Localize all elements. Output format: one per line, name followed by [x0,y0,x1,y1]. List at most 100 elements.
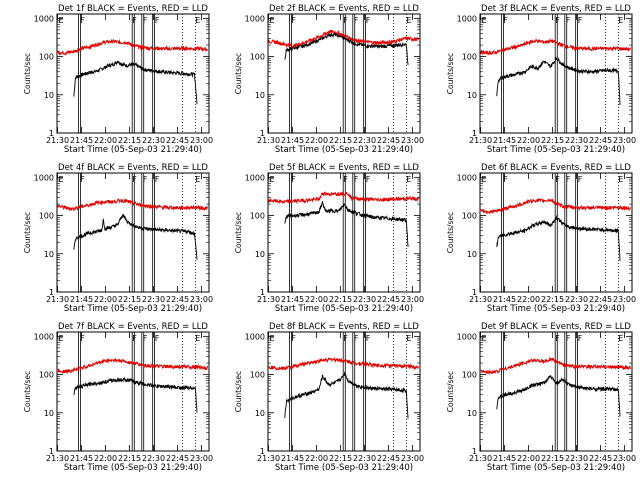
y-axis-label: Counts/sec [234,53,243,94]
x-tick-label: 23:00 [613,295,636,304]
events-series-line [284,201,409,248]
x-tick-label: 21:30 [257,295,280,304]
y-tick-label: 1 [49,129,54,138]
flag-label: F [143,16,148,25]
panel-title: Det 5f BLACK = Events, RED = LLD [269,163,419,173]
flag-label: E [406,175,411,184]
x-tick-label: 21:30 [46,136,69,145]
y-tick-label: 1000 [457,14,477,23]
x-axis-label: Start Time (05-Sep-03 21:29:40) [275,304,413,314]
lld-series-line [268,356,419,371]
x-tick-label: 23:00 [401,454,424,463]
y-tick-label: 100 [250,53,265,62]
x-tick-label: 22:15 [118,136,141,145]
flag-label: F [566,175,571,184]
flag-label: F [578,16,583,25]
y-tick-label: 10 [44,409,54,418]
y-tick-label: 1 [472,129,477,138]
panel-title: Det 3f BLACK = Events, RED = LLD [481,4,631,14]
plot-frame [267,331,421,452]
flag-label: E [618,16,623,25]
y-tick-label: 100 [39,53,54,62]
events-series-line [496,375,621,417]
y-tick-label: 1 [49,447,54,456]
x-tick-label: 22:15 [329,295,352,304]
flag-label: F [80,334,85,343]
x-tick-label: 22:30 [142,295,165,304]
x-tick-label: 22:30 [565,136,588,145]
flag-label: F [578,334,583,343]
x-axis-label: Start Time (05-Sep-03 21:29:40) [275,145,413,155]
events-series-line [496,56,621,106]
flag-label: F [132,16,137,25]
events-series-line [496,214,621,261]
x-tick-label: 22:45 [377,454,400,463]
y-tick-label: 1 [49,288,54,297]
y-tick-label: 100 [462,371,477,380]
flag-label: F [503,16,508,25]
flag-label: E [195,175,200,184]
x-axis-label: Start Time (05-Sep-03 21:29:40) [487,463,625,473]
x-tick-label: 23:00 [613,136,636,145]
y-axis-label: Counts/sec [234,371,243,412]
flag-label: F [291,334,296,343]
x-tick-label: 22:15 [118,295,141,304]
y-tick-label: 100 [39,371,54,380]
lld-series-line [268,191,419,205]
x-axis-label: Start Time (05-Sep-03 21:29:40) [64,463,202,473]
y-axis-label: Counts/sec [23,212,32,253]
x-tick-label: 22:30 [565,295,588,304]
x-tick-label: 21:45 [493,295,516,304]
plot-frame [479,331,633,452]
flag-label: E [481,175,486,184]
x-tick-label: 22:00 [94,295,117,304]
y-axis-label: Counts/sec [446,371,455,412]
y-tick-label: 10 [467,91,477,100]
flag-label: E [481,334,486,343]
flag-label: F [143,175,148,184]
x-tick-label: 22:00 [517,295,540,304]
flag-label: E [195,16,200,25]
flag-label: F [291,175,296,184]
flag-label: F [354,175,359,184]
flag-label: E [195,334,200,343]
x-tick-label: 22:15 [329,454,352,463]
x-tick-label: 21:45 [70,295,93,304]
x-axis-label: Start Time (05-Sep-03 21:29:40) [487,304,625,314]
x-tick-label: 22:00 [305,136,328,145]
flag-label: F [366,175,371,184]
y-tick-label: 10 [44,91,54,100]
x-tick-label: 21:45 [493,136,516,145]
flag-label: F [503,175,508,184]
x-tick-label: 22:45 [166,454,189,463]
lld-series-line [57,197,208,212]
plot-frame [56,13,210,134]
events-series-line [73,60,198,105]
events-series-line [284,32,409,66]
flag-label: F [291,16,296,25]
x-tick-label: 23:00 [613,454,636,463]
x-tick-label: 21:30 [469,295,492,304]
flag-label: F [354,16,359,25]
x-axis-label: Start Time (05-Sep-03 21:29:40) [64,145,202,155]
y-tick-label: 1000 [457,332,477,341]
flag-label: E [406,16,411,25]
x-tick-label: 22:00 [305,454,328,463]
events-series-line [73,213,198,260]
y-tick-label: 100 [462,212,477,221]
x-tick-label: 22:45 [377,295,400,304]
y-tick-label: 100 [39,212,54,221]
x-tick-label: 22:15 [118,454,141,463]
y-tick-label: 1000 [34,173,54,182]
x-tick-label: 23:00 [190,295,213,304]
y-tick-label: 100 [250,371,265,380]
flag-label: F [143,334,148,343]
x-tick-label: 21:45 [281,295,304,304]
x-tick-label: 21:45 [70,454,93,463]
y-tick-label: 1000 [34,332,54,341]
y-axis-label: Counts/sec [446,212,455,253]
x-tick-label: 21:30 [469,454,492,463]
